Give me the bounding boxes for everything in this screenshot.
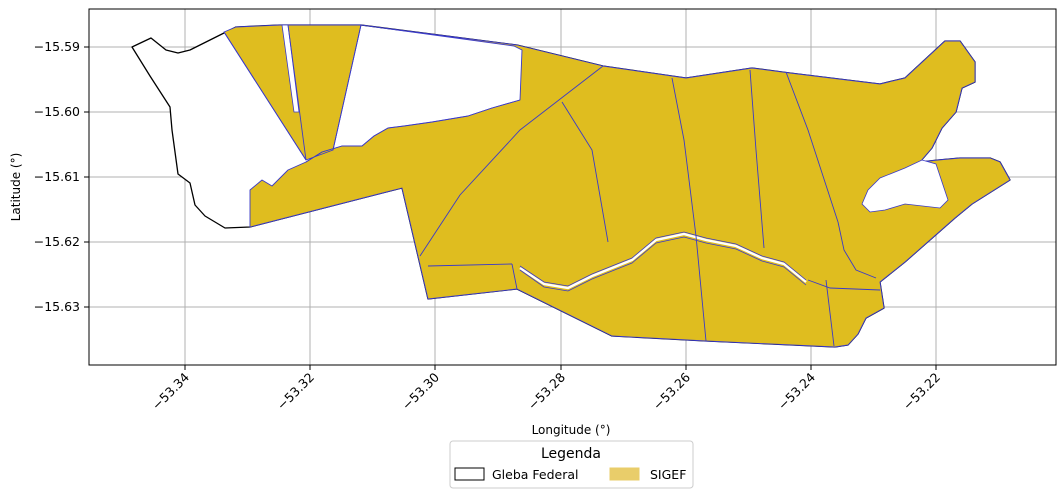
sigef-hole-east-lake	[861, 159, 949, 213]
river-channel	[519, 232, 807, 290]
y-tick-label: −15.61	[34, 169, 80, 184]
parcel-line-9	[427, 263, 513, 267]
y-tick-label: −15.59	[34, 39, 80, 54]
parcel-line-12	[807, 279, 881, 291]
legend-swatch-sigef	[609, 467, 640, 481]
x-axis-label: Longitude (°)	[532, 423, 611, 437]
parcel-line-1	[223, 31, 307, 161]
river-channel-north	[305, 99, 521, 163]
y-axis: −15.59 −15.60 −15.61 −15.62 −15.63 Latit…	[9, 39, 89, 314]
parcel-line-3	[332, 24, 362, 151]
x-tick-label: −53.22	[900, 370, 943, 413]
x-tick-label: −53.26	[650, 369, 693, 412]
parcel-line-10	[511, 263, 518, 290]
y-tick-label: −15.63	[34, 299, 80, 314]
x-tick-label: −53.24	[775, 369, 818, 412]
parcel-line-11	[825, 279, 835, 347]
parcel-line-6	[671, 77, 707, 342]
sigef-hole-west-strip	[281, 24, 300, 113]
x-tick-label: −53.28	[525, 369, 568, 412]
x-tick-label: −53.34	[149, 369, 192, 412]
y-tick-label: −15.62	[34, 234, 80, 249]
river-channel-edge	[519, 231, 807, 292]
parcel-line-8	[785, 71, 839, 223]
parcel-line-2	[287, 24, 307, 161]
legend-swatch-gleba	[454, 467, 485, 481]
x-axis: −53.34 −53.32 −53.30 −53.28 −53.26 −53.2…	[149, 365, 943, 437]
x-tick-label: −53.30	[399, 369, 442, 412]
legend-title: Legenda	[541, 446, 601, 462]
parcel-line-7	[749, 69, 765, 249]
y-axis-label: Latitude (°)	[9, 153, 23, 222]
plot-frame	[88, 8, 1057, 366]
x-tick-label: −53.32	[274, 370, 317, 413]
legend: Legenda Gleba Federal SIGEF	[449, 440, 694, 489]
parcel-line-5	[561, 101, 609, 243]
legend-label-gleba: Gleba Federal	[492, 467, 579, 482]
parcel-line-13	[837, 221, 877, 279]
y-tick-label: −15.60	[34, 104, 80, 119]
legend-label-sigef: SIGEF	[650, 467, 686, 482]
sigef-parcel-lines	[223, 24, 881, 347]
parcel-line-4	[419, 65, 604, 257]
